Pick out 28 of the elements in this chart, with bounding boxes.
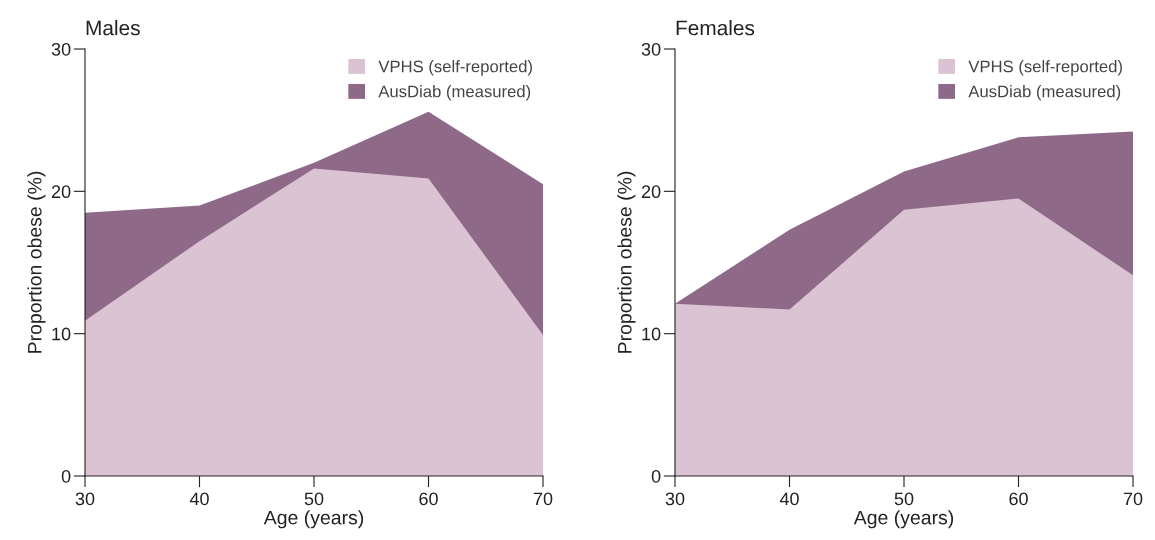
y-axis-title: Proportion obese (%)	[617, 171, 636, 353]
chart-title: Males	[86, 20, 140, 36]
y-tick-label: 30	[641, 42, 661, 56]
y-tick-label: 10	[642, 327, 661, 341]
x-axis-title: Age (years)	[853, 510, 954, 529]
x-axis-title: Age (years)	[263, 510, 364, 529]
x-tick-label: 70	[533, 492, 553, 506]
y-tick-label: 10	[52, 327, 71, 341]
x-tick-label: 40	[189, 492, 209, 506]
y-tick-label: 30	[51, 42, 71, 56]
x-tick-label: 60	[1009, 492, 1028, 506]
y-tick-label: 0	[61, 469, 71, 483]
chart-title: Females	[676, 20, 755, 36]
y-axis-title: Proportion obese (%)	[27, 171, 46, 353]
x-tick-label: 30	[75, 492, 95, 506]
y-tick-label: 20	[51, 185, 71, 199]
x-tick-label: 50	[894, 492, 914, 506]
legend-label: VPHS (self-reported)	[968, 60, 1122, 76]
legend-label: AusDiab (measured)	[968, 85, 1121, 101]
x-tick-label: 70	[1123, 492, 1143, 506]
y-tick-label: 0	[651, 469, 661, 483]
legend-label: AusDiab (measured)	[378, 85, 531, 101]
y-tick-label: 20	[641, 185, 661, 199]
x-tick-label: 60	[419, 492, 438, 506]
x-tick-label: 40	[779, 492, 799, 506]
x-tick-label: 50	[304, 492, 324, 506]
legend-label: VPHS (self-reported)	[378, 60, 532, 76]
x-tick-label: 30	[665, 492, 685, 506]
